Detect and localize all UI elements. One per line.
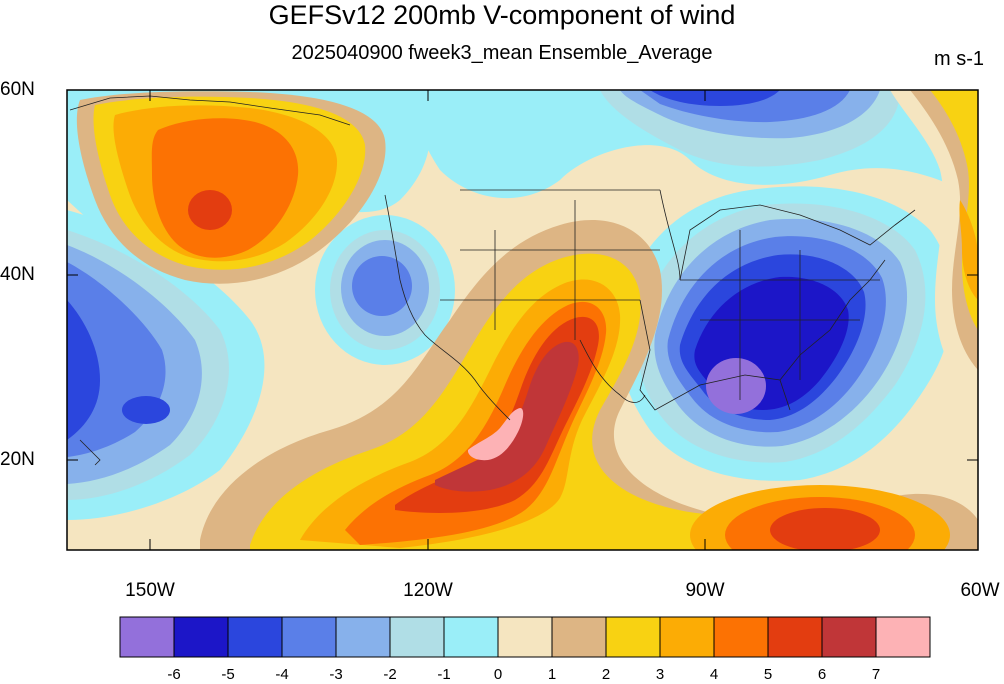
lon-label-120w: 120W: [403, 580, 453, 601]
colorbar-swatch: [821, 616, 877, 658]
colorbar-swatch: [335, 616, 391, 658]
colorbar-swatch: [605, 616, 661, 658]
colorbar-swatch: [713, 616, 769, 658]
map-frame: [66, 89, 979, 551]
colorbar-swatch: [443, 616, 499, 658]
colorbar: [119, 616, 931, 658]
colorbar-tick-label: 5: [763, 666, 773, 683]
lon-label-90w: 90W: [685, 580, 725, 601]
colorbar-tick-label: 2: [601, 666, 611, 683]
axis-ticks: [67, 89, 979, 550]
lon-label-60w: 60W: [960, 580, 1000, 601]
colorbar-swatch: [875, 616, 931, 658]
lat-label-20n: 20N: [0, 449, 35, 470]
colorbar-swatch: [551, 616, 607, 658]
lon-label-150w: 150W: [125, 580, 175, 601]
colorbar-swatch: [497, 616, 553, 658]
colorbar-swatch: [227, 616, 283, 658]
map-title: GEFSv12 200mb V-component of wind: [268, 0, 736, 30]
colorbar-tick-label: 7: [871, 666, 881, 683]
lat-label-40n: 40N: [0, 264, 35, 285]
colorbar-swatch: [389, 616, 445, 658]
colorbar-swatch: [767, 616, 823, 658]
boundaries: [69, 95, 916, 466]
colorbar-tick-label: -4: [275, 666, 289, 683]
colorbar-tick-label: -6: [167, 666, 181, 683]
colorbar-tick-label: 0: [493, 666, 503, 683]
contour-field: [67, 90, 978, 550]
colorbar-tick-label: 4: [709, 666, 719, 683]
colorbar-swatch: [173, 616, 229, 658]
colorbar-swatch: [119, 616, 175, 658]
colorbar-tick-label: -1: [437, 666, 451, 683]
colorbar-swatch: [659, 616, 715, 658]
colorbar-tick-label: -3: [329, 666, 343, 683]
units-label: m s-1: [934, 48, 984, 70]
colorbar-tick-label: -2: [383, 666, 397, 683]
colorbar-tick-label: 1: [547, 666, 557, 683]
colorbar-swatch: [281, 616, 337, 658]
colorbar-tick-label: -5: [221, 666, 235, 683]
lat-label-60n: 60N: [0, 79, 35, 100]
colorbar-tick-label: 3: [655, 666, 665, 683]
map-subtitle: 2025040900 fweek3_mean Ensemble_Average: [291, 42, 713, 64]
colorbar-tick-label: 6: [817, 666, 827, 683]
